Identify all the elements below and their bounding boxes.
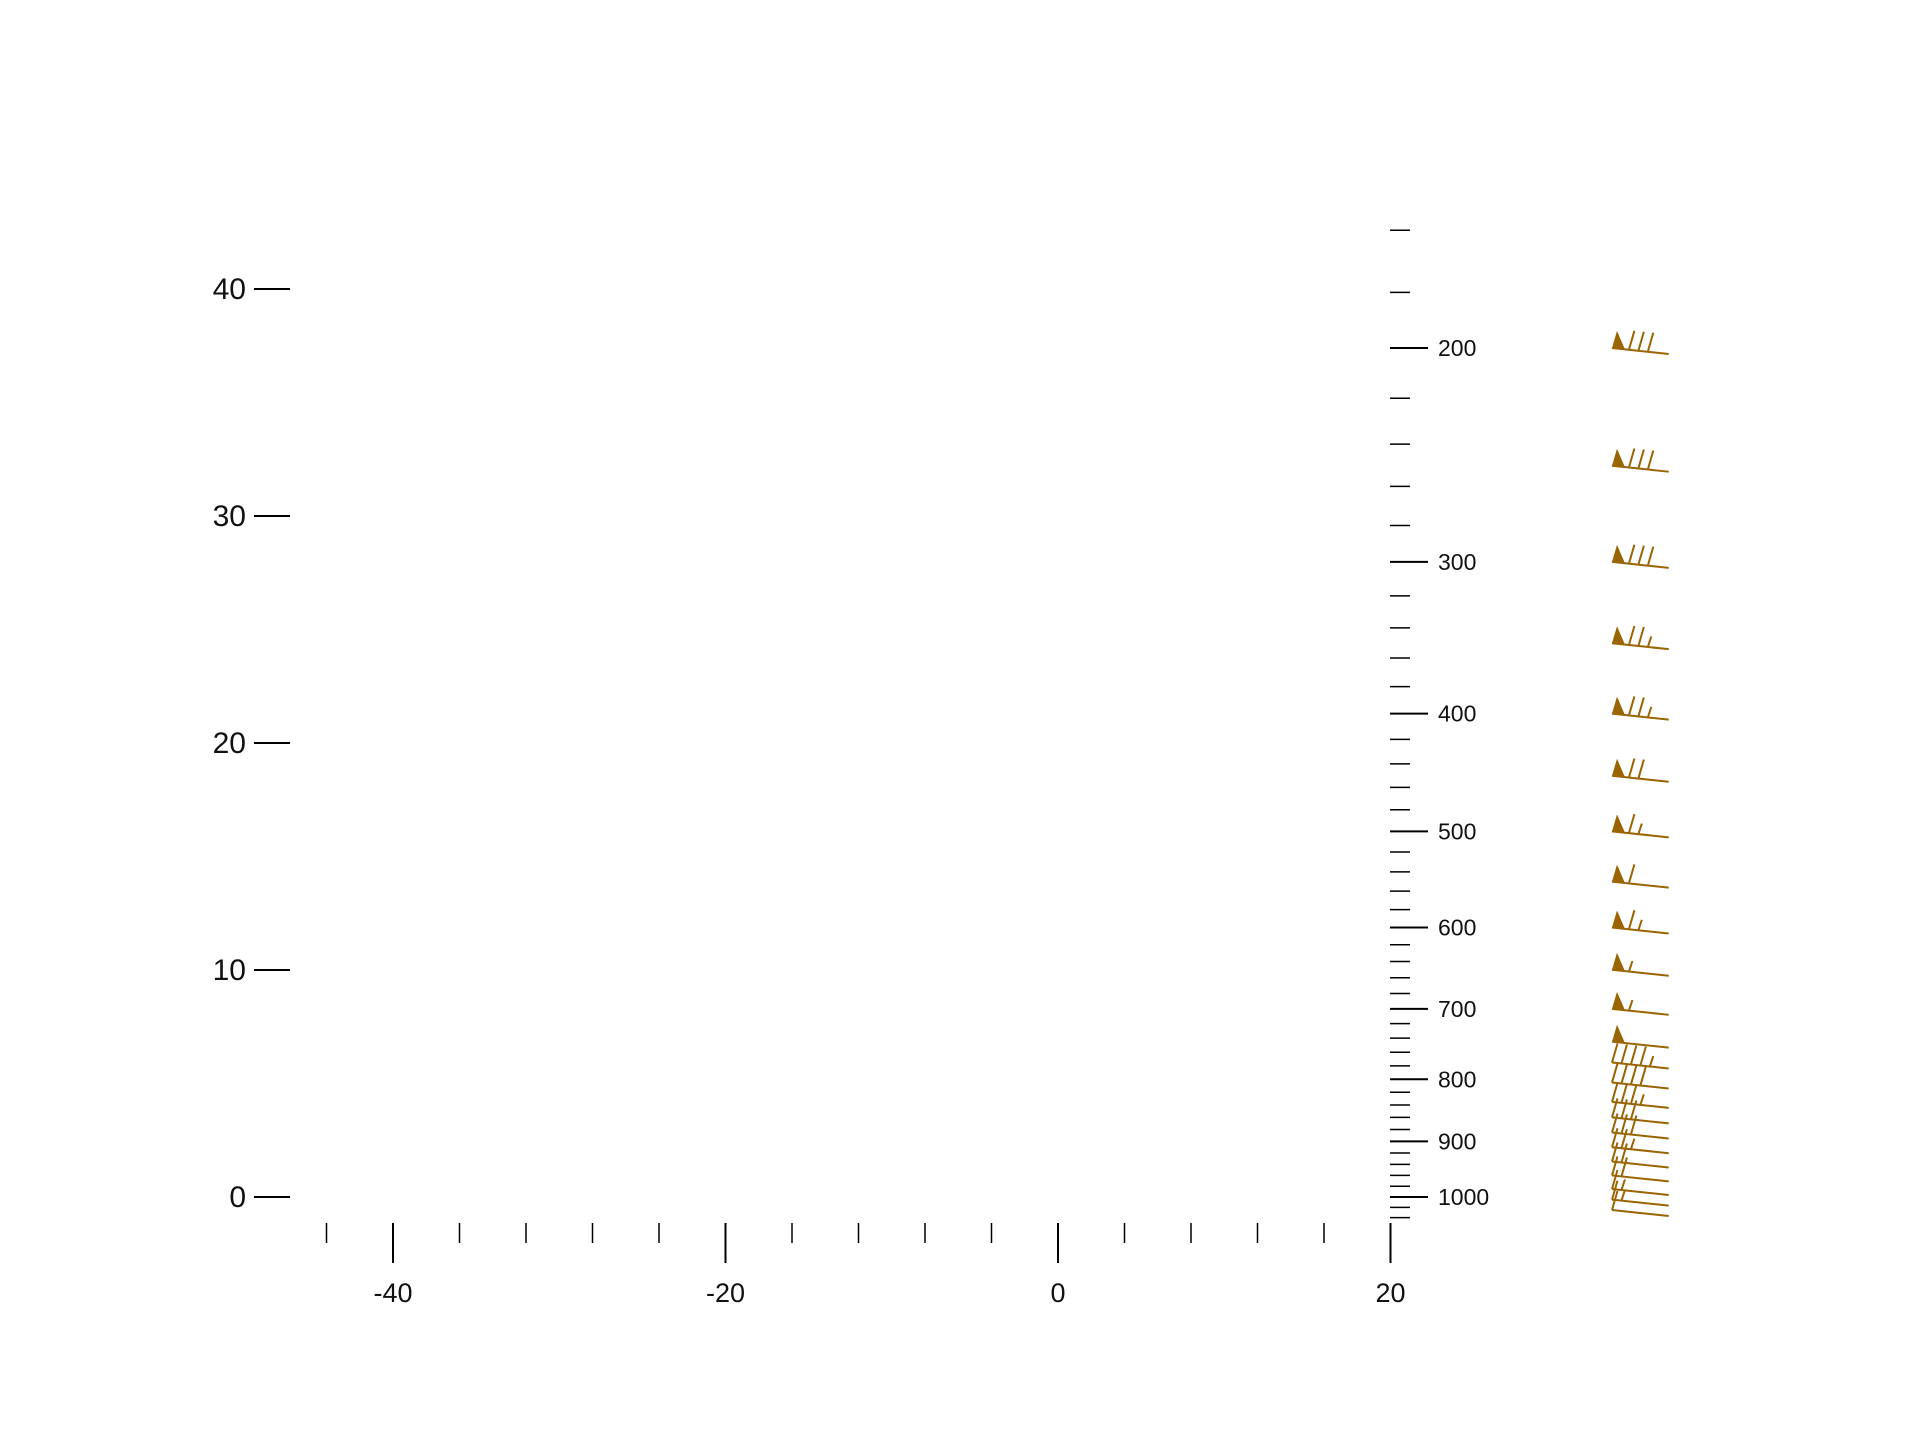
x-tick-label: -40 (373, 1278, 412, 1308)
pressure-tick-label: 300 (1438, 549, 1476, 575)
wind-barb (1611, 910, 1669, 935)
pressure-tick-label: 200 (1438, 335, 1476, 361)
wind-barb (1611, 758, 1669, 783)
kft-tick-label: 40 (213, 273, 246, 306)
pressure-tick-label: 700 (1438, 996, 1476, 1022)
wind-barb (1611, 1190, 1669, 1217)
wind-barb (1611, 952, 1669, 977)
wind-barb (1611, 1024, 1669, 1049)
kft-tick-label: 20 (213, 727, 246, 760)
wind-barb (1611, 813, 1669, 839)
pressure-tick-label: 600 (1438, 915, 1476, 941)
pressure-tick-label: 1000 (1438, 1184, 1489, 1210)
wind-barb (1611, 1082, 1669, 1109)
wind-barb (1611, 1113, 1669, 1140)
kft-tick-label: 30 (213, 500, 246, 533)
wind-barb (1611, 1180, 1669, 1207)
x-tick-label: 20 (1375, 1278, 1405, 1308)
wind-barb (1611, 625, 1669, 651)
kft-tick-label: 0 (229, 1181, 246, 1214)
wind-barb (1611, 1098, 1669, 1125)
wind-barb (1611, 1063, 1669, 1090)
wind-barb (1611, 991, 1669, 1016)
wind-barb (1611, 1142, 1669, 1169)
wind-barb (1611, 1127, 1669, 1155)
wind-barb (1611, 1043, 1669, 1070)
wind-barb (1611, 864, 1669, 889)
pressure-tick-label: 800 (1438, 1066, 1476, 1092)
wind-barb (1611, 696, 1669, 721)
x-tick-label: -20 (706, 1278, 745, 1308)
kft-tick-label: 10 (213, 954, 246, 987)
wind-barb (1611, 1169, 1669, 1196)
wind-barb (1611, 544, 1669, 569)
wind-barb (1611, 448, 1669, 473)
pressure-tick-label: 500 (1438, 818, 1476, 844)
x-tick-label: 0 (1050, 1278, 1065, 1308)
wind-barb (1611, 1156, 1669, 1183)
pressure-tick-label: 400 (1438, 701, 1476, 727)
wind-barb (1611, 330, 1669, 355)
pressure-tick-label: 900 (1438, 1128, 1476, 1154)
